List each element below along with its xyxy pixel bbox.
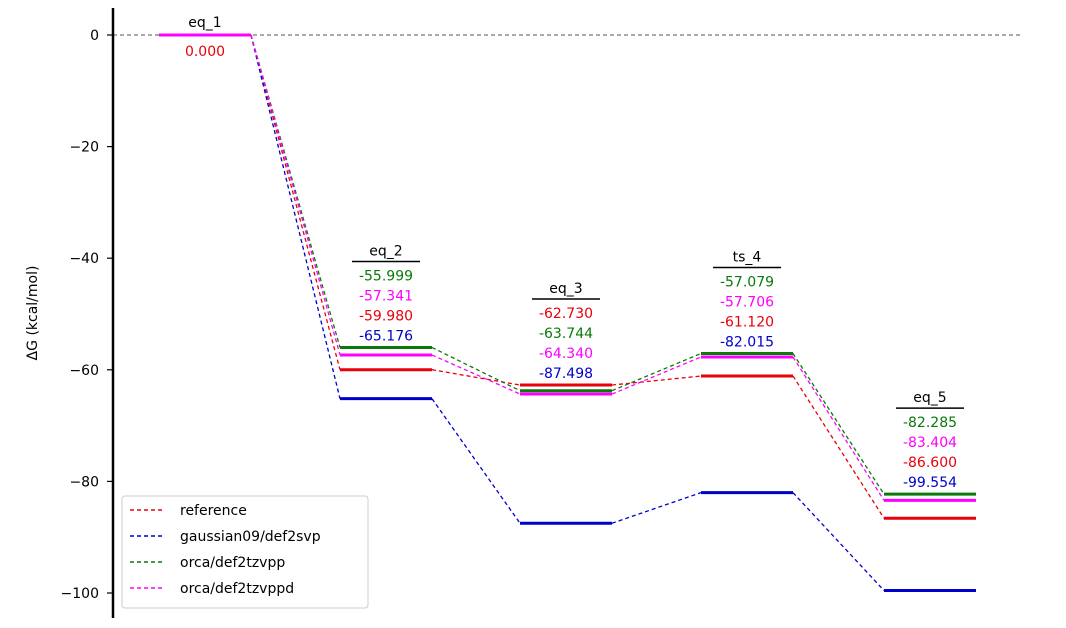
value-label: -57.341 bbox=[359, 288, 413, 304]
value-label: 0.000 bbox=[185, 44, 225, 60]
connector-line bbox=[250, 34, 341, 348]
connector-line bbox=[611, 352, 702, 392]
value-label: -61.120 bbox=[720, 315, 774, 331]
y-tick-label: −80 bbox=[69, 474, 99, 490]
category-label: eq_1 bbox=[188, 15, 221, 31]
y-tick-label: −40 bbox=[69, 251, 99, 267]
connector-line bbox=[792, 356, 885, 501]
value-label: -62.730 bbox=[539, 306, 593, 322]
connector-line bbox=[611, 492, 702, 524]
legend-entry: reference bbox=[180, 503, 247, 519]
connector-line bbox=[431, 354, 521, 395]
y-axis-label: ΔG (kcal/mol) bbox=[25, 266, 41, 361]
connector-line bbox=[792, 353, 885, 495]
legend-entry: orca/def2tzvppd bbox=[180, 581, 294, 597]
connector-lines-group bbox=[250, 34, 885, 591]
connector-line bbox=[250, 34, 341, 399]
value-label: -86.600 bbox=[903, 455, 957, 471]
connector-line bbox=[792, 492, 885, 591]
value-label: -82.285 bbox=[903, 415, 957, 431]
value-label: -82.015 bbox=[720, 335, 774, 351]
connector-line bbox=[792, 375, 885, 519]
value-label: -99.554 bbox=[903, 475, 957, 491]
y-tick-label: −100 bbox=[61, 586, 99, 602]
connector-line bbox=[431, 346, 521, 392]
legend-box bbox=[121, 495, 369, 609]
category-labels-group: eq_1 eq_2 eq_3 ts_4 eq_5 bbox=[188, 15, 964, 409]
value-label: -83.404 bbox=[903, 435, 957, 451]
y-tick-label: 0 bbox=[90, 28, 99, 44]
y-tick-label: −20 bbox=[69, 140, 99, 156]
value-label: -87.498 bbox=[539, 366, 593, 382]
category-label: eq_5 bbox=[913, 390, 946, 406]
value-label: -63.744 bbox=[539, 326, 593, 342]
value-label: -65.176 bbox=[359, 328, 413, 344]
y-tick-label: −60 bbox=[69, 363, 99, 379]
connector-line bbox=[431, 369, 521, 386]
category-label: eq_2 bbox=[369, 243, 402, 259]
category-label: ts_4 bbox=[733, 250, 762, 266]
y-axis: 0 −20 −40 −60 −80 −100 ΔG (kcal/mol) bbox=[25, 8, 115, 618]
connector-line bbox=[611, 356, 702, 395]
legend-entry: orca/def2tzvpp bbox=[180, 555, 285, 571]
value-label: -59.980 bbox=[359, 308, 413, 324]
energy-levels-group bbox=[159, 33, 976, 593]
legend-entry: gaussian09/def2svp bbox=[180, 529, 321, 545]
value-label: -57.706 bbox=[720, 295, 774, 311]
connector-line bbox=[250, 34, 341, 356]
connector-line bbox=[250, 34, 341, 370]
value-label: -57.079 bbox=[720, 275, 774, 291]
value-labels-group: 0.000 -55.999 -57.341 -59.980 -65.176 -62.730… bbox=[185, 44, 957, 491]
connector-line bbox=[431, 398, 521, 524]
value-label: -55.999 bbox=[359, 268, 413, 284]
legend: reference gaussian09/def2svp orca/def2tzvp… bbox=[121, 495, 369, 609]
value-label: -64.340 bbox=[539, 346, 593, 362]
connector-line bbox=[611, 375, 702, 386]
category-label: eq_3 bbox=[549, 281, 582, 297]
